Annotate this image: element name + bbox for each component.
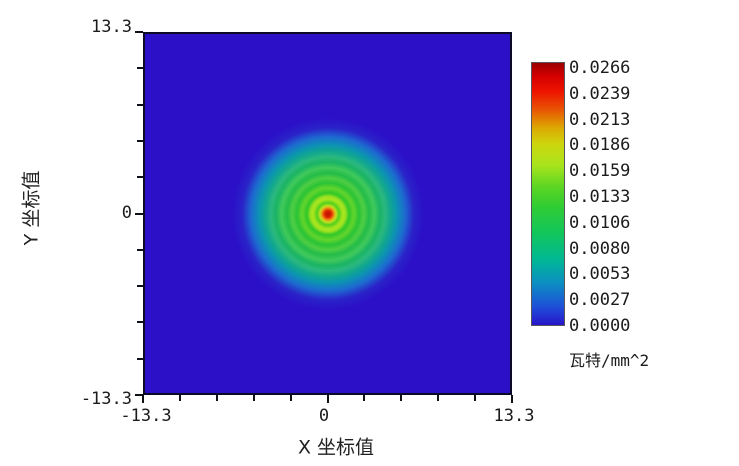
colorbar-tick-label: 0.0027 — [569, 290, 631, 311]
x-axis-title: X 坐标值 — [297, 436, 375, 459]
x-tick-label: 13.3 — [493, 406, 535, 426]
colorbar-tick-label: 0.0080 — [569, 238, 631, 259]
colorbar-tick-label: 0.0213 — [569, 109, 631, 130]
plot-canvas — [143, 32, 512, 395]
x-tick-label: -13.3 — [120, 406, 172, 426]
colorbar-tick-label: 0.0106 — [569, 212, 631, 233]
y-tick-label: -13.3 — [80, 389, 132, 409]
colorbar-tick-label: 0.0159 — [569, 161, 631, 182]
airy-diffraction-pattern — [217, 103, 438, 324]
colorbar-tick-label: 0.0133 — [569, 186, 631, 207]
y-tick-label: 0 — [121, 203, 132, 223]
colorbar-gradient — [531, 62, 565, 326]
colorbar-unit-label: 瓦特/mm^2 — [569, 351, 650, 370]
colorbar-tick-label: 0.0239 — [569, 83, 631, 104]
colorbar-tick-label: 0.0186 — [569, 135, 631, 156]
y-tick-label: 13.3 — [91, 17, 132, 37]
x-tick-label: 0 — [318, 406, 330, 426]
colorbar-tick-label: 0.0053 — [569, 264, 631, 285]
colorbar-tick-labels: 0.0266 0.0239 0.0213 0.0186 0.0159 0.0133 0.01… — [569, 59, 649, 335]
y-axis-title: Y 坐标值 — [20, 170, 43, 246]
colorbar-tick-label: 0.0266 — [569, 58, 631, 78]
colorbar-tick-label: 0.0000 — [569, 315, 631, 336]
